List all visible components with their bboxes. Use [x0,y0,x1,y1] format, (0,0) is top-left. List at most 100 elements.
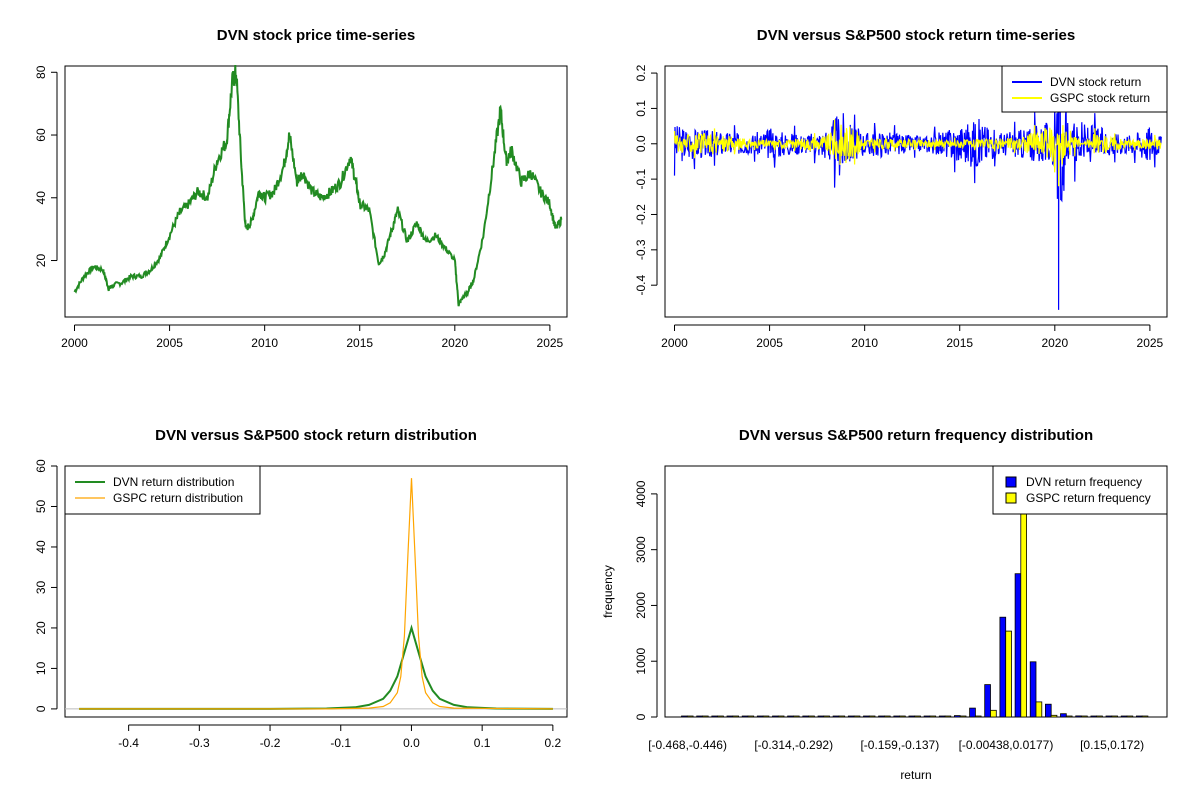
return-chart-title: DVN versus S&P500 stock return time-seri… [757,27,1075,44]
density-chart-title: DVN versus S&P500 stock return distribut… [155,427,477,444]
y-tick-label: 2000 [634,592,648,619]
x-tick-label: -0.1 [330,736,351,750]
y-tick-label: 40 [34,191,48,205]
dvn-bar [1029,661,1037,718]
legend-label: DVN return distribution [113,475,234,489]
y-tick-label: 0.0 [634,135,648,152]
gspc-bar [914,715,921,718]
dvn-bar [938,715,946,718]
y-tick-label: 40 [34,540,48,554]
histogram-legend: DVN return frequency GSPC return frequenc… [992,465,1168,515]
gspc-bar [974,715,982,718]
gspc-bar [808,715,815,718]
density-y-axis: 0 10 20 30 40 50 60 [34,459,58,712]
dvn-bar [1090,715,1098,718]
dvn-bar [954,715,961,718]
gspc-bar [686,715,694,718]
legend-swatch [1005,476,1017,488]
dvn-bar [847,715,855,718]
histogram-chart-title: DVN versus S&P500 return frequency distr… [739,427,1093,444]
gspc-bar [1081,715,1088,718]
y-tick-label: 0.2 [634,64,648,81]
gspc-return-line [673,119,1162,187]
x-tick-label: 0.2 [545,736,562,750]
x-tick-label: 2005 [156,336,183,350]
x-tick-label: 2005 [756,336,783,350]
y-tick-label: 10 [34,661,48,675]
gspc-bar [1141,715,1149,718]
dvn-bar [1060,713,1067,718]
gspc-bar [1035,701,1043,718]
legend-label: DVN return frequency [1026,475,1142,489]
x-tick-label: 2015 [346,336,373,350]
x-tick-label: 2000 [661,336,688,350]
y-tick-label: 30 [34,580,48,594]
y-tick-label: 80 [34,65,48,79]
y-tick-label: -0.1 [634,168,648,189]
x-tick-label: 2025 [1137,336,1164,350]
price-chart-title: DVN stock price time-series [217,27,415,44]
histogram-x-label: return [900,768,931,782]
y-tick-label: 4000 [634,480,648,507]
y-tick-label: 20 [34,621,48,635]
legend-label: GSPC stock return [1050,91,1150,105]
dvn-bar [1136,715,1143,718]
dvn-bar [1014,573,1022,718]
gspc-density-line [79,478,553,710]
gspc-bar [899,715,906,718]
dvn-bar [756,715,764,718]
y-tick-label: 0.1 [634,100,648,117]
dvn-bar [1075,715,1082,718]
dvn-bar [893,715,900,718]
x-tick-label: 2020 [1041,336,1068,350]
legend-label: GSPC return distribution [113,491,243,505]
dvn-bar [711,715,718,718]
y-tick-label: 0 [634,713,648,720]
dvn-bar [832,715,840,718]
return-x-axis: 2000 2005 2010 2015 2020 2025 [661,324,1164,350]
gspc-bar [823,715,830,718]
gspc-bar [990,709,997,718]
dvn-density-line [79,624,553,710]
histogram-y-label: frequency [601,565,615,618]
x-tick-label: [-0.00438,0.0177) [959,738,1054,752]
gspc-bar [884,715,891,718]
gspc-bar [959,715,967,718]
dvn-bar [984,684,991,718]
dvn-return-line [673,69,1162,310]
gspc-bar [1096,715,1103,718]
gspc-bar [747,715,755,718]
gspc-bar [838,715,846,718]
x-tick-label: -0.4 [118,736,139,750]
density-x-axis: -0.4 -0.3 -0.2 -0.1 0.0 0.1 0.2 [118,724,562,750]
price-plot-frame [64,65,568,318]
x-tick-label: 2000 [61,336,88,350]
y-tick-label: 50 [34,499,48,513]
gspc-bar [853,715,861,718]
dvn-bar [787,715,794,718]
dvn-bar [802,715,809,718]
gspc-bar [793,715,800,718]
legend-label: DVN stock return [1050,75,1141,89]
dvn-bar [923,715,931,718]
histogram-y-axis: 0 1000 2000 3000 4000 [634,480,658,720]
y-tick-label: 3000 [634,536,648,563]
dvn-bar [741,715,749,718]
dvn-bar [1105,715,1113,718]
x-tick-label: -0.2 [260,736,281,750]
dvn-bar [696,715,703,718]
y-tick-label: 0 [34,705,48,712]
x-tick-label: 2010 [251,336,278,350]
dvn-bar [878,715,885,718]
x-tick-label: -0.3 [189,736,210,750]
x-tick-label: [-0.159,-0.137) [860,738,939,752]
gspc-bar [1065,715,1073,718]
legend-label: GSPC return frequency [1026,491,1151,505]
y-tick-label: 20 [34,254,48,268]
gspc-bar [702,715,709,718]
x-tick-label: 2025 [537,336,564,350]
price-y-axis: 20 40 60 80 [34,65,58,268]
y-tick-label: -0.4 [634,275,648,296]
gspc-bar [1126,715,1134,718]
